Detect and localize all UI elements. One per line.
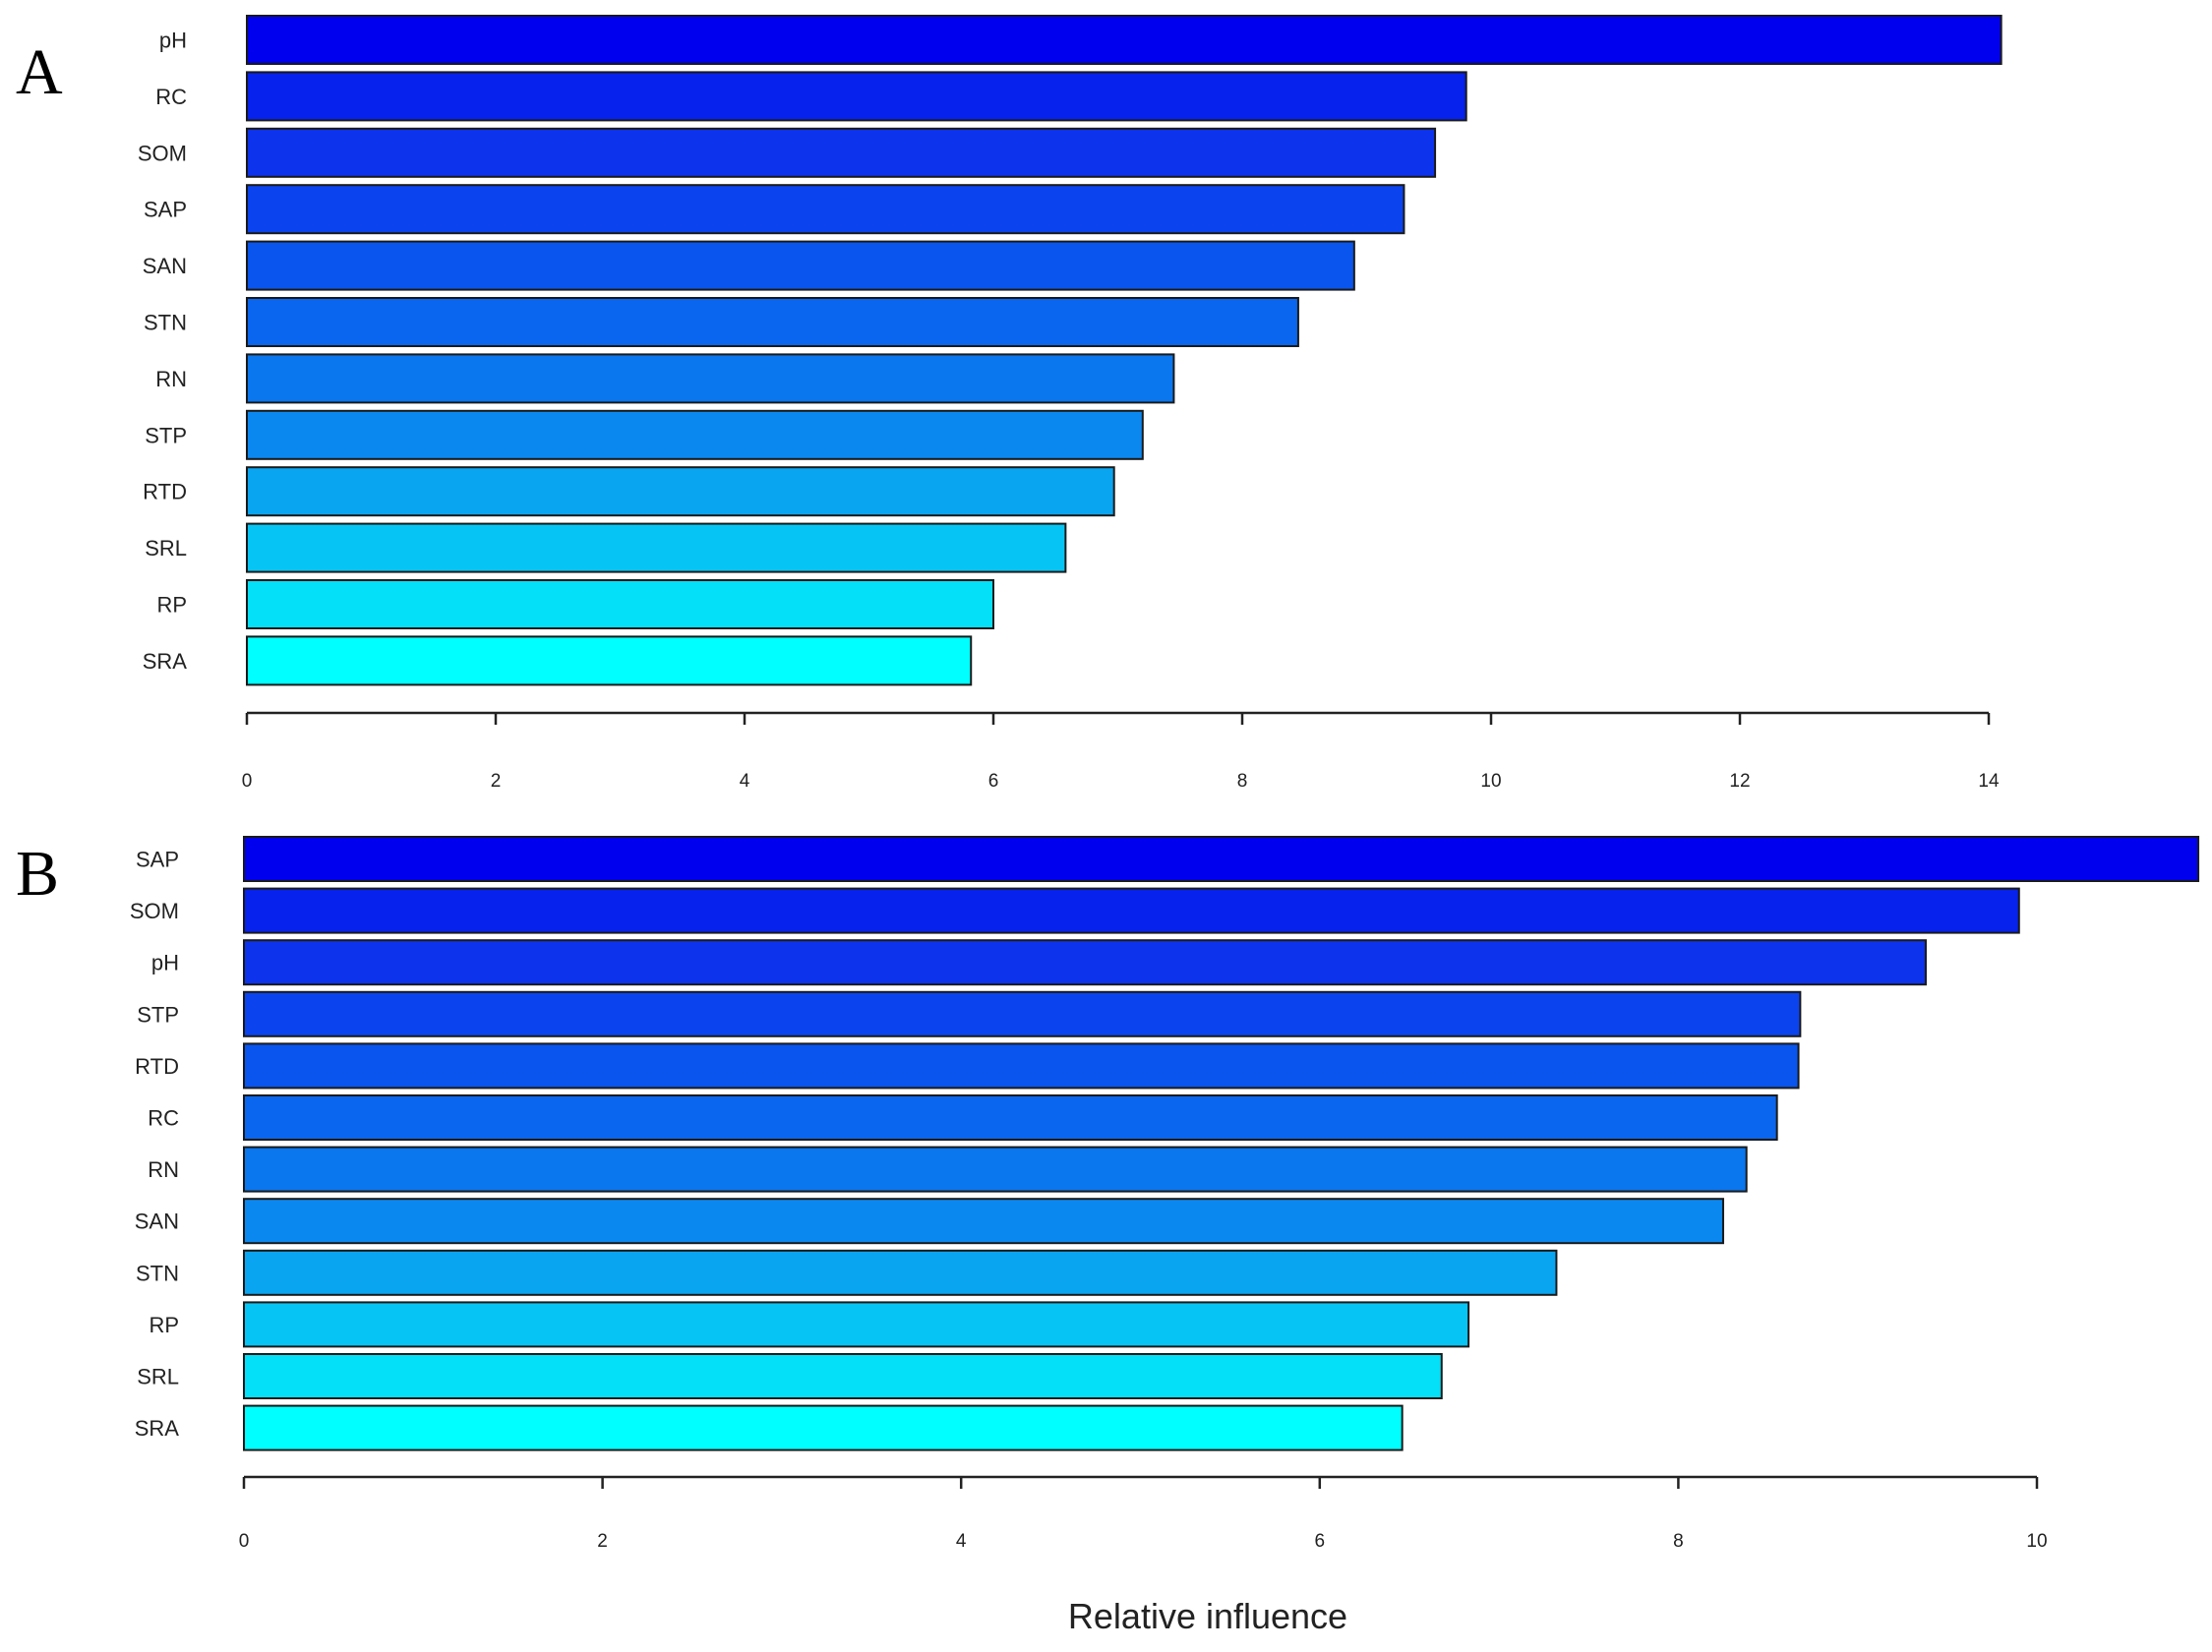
panel-a-category-label: STN [144, 311, 187, 335]
panel-b-category-label: RN [148, 1157, 179, 1182]
panel-a-x-tick-label: 8 [1237, 771, 1248, 792]
panel-a-category-label: SOM [138, 141, 187, 165]
panel-a-x-tick-label: 2 [491, 771, 502, 792]
panel-b-category-label: STN [136, 1261, 179, 1285]
panel-b-x-tick-label: 4 [956, 1531, 967, 1552]
panel-a-x-tick-label: 14 [1978, 771, 2000, 792]
panel-a-x-tick-label: 4 [740, 771, 750, 792]
panel-a-bar-rp [246, 579, 994, 629]
panel-b-category-label: RTD [135, 1054, 179, 1079]
panel-a-bar-sra [246, 635, 973, 686]
panel-b-bar-rtd [243, 1042, 1800, 1090]
panel-b-x-tick-label: 0 [239, 1531, 250, 1552]
panel-a-category-label: SRL [145, 536, 187, 560]
panel-b-bar-san [243, 1198, 1724, 1245]
panel-b-category-label: SOM [130, 899, 179, 923]
panel-a-category-label: SRA [143, 649, 188, 674]
panel-a-category-label: RN [155, 367, 187, 391]
panel-a-category-labels: pH RC SOM SAP SAN STN RN STP RTD SRL RP SRA [138, 29, 187, 674]
panel-b-category-label: RP [149, 1313, 179, 1337]
panel-a-bar-som [246, 127, 1437, 178]
panel-b-bar-stn [243, 1249, 1558, 1296]
panel-a-bar-rn [246, 353, 1175, 404]
panel-b-bar-rn [243, 1146, 1748, 1193]
x-axis-title: Relative influence [1068, 1596, 1347, 1636]
panel-b: B SAP SOM pH STP RTD RC RN SAN STN RP SRL SRA 0 2 4 6 8… [16, 836, 2200, 1636]
panel-a-category-label: SAP [144, 198, 187, 222]
panel-b-category-label: STP [137, 1002, 179, 1027]
panel-b-category-label: SAN [135, 1210, 179, 1234]
panel-b-x-tick-label: 10 [2026, 1531, 2047, 1552]
panel-a-category-label: RC [155, 85, 187, 109]
panel-a-category-label: STP [145, 423, 187, 447]
panel-a-bar-rtd [246, 466, 1115, 517]
panel-b-category-label: RC [148, 1106, 179, 1131]
panel-b-x-tick-label: 6 [1315, 1531, 1326, 1552]
panel-b-x-tick-label: 8 [1673, 1531, 1684, 1552]
panel-a: A pH RC SOM SAP SAN STN RN STP RTD SRL RP SRA 0 2 4 6 8… [16, 15, 2003, 792]
panel-a-category-label: RTD [143, 480, 187, 504]
panel-a-category-label: SAN [143, 254, 187, 278]
panel-b-bar-rc [243, 1094, 1778, 1141]
panel-a-bar-ph [246, 15, 2003, 65]
panel-a-x-ticks: 0 2 4 6 8 10 12 14 [242, 713, 2000, 792]
panel-a-category-label: pH [159, 29, 187, 53]
panel-b-bar-rp [243, 1301, 1470, 1348]
panel-a-letter: A [16, 36, 63, 108]
panel-a-x-tick-label: 6 [988, 771, 999, 792]
panel-b-bar-srl [243, 1353, 1443, 1399]
panel-b-bar-sap [243, 836, 2200, 882]
panel-a-bar-srl [246, 522, 1067, 573]
panel-a-bar-rc [246, 71, 1467, 122]
panel-b-category-label: SRA [135, 1416, 180, 1441]
panel-b-x-ticks: 0 2 4 6 8 10 [239, 1477, 2048, 1552]
panel-b-bar-sra [243, 1404, 1404, 1451]
panel-b-bar-ph [243, 939, 1927, 986]
panel-a-x-tick-label: 10 [1480, 771, 1501, 792]
panel-b-category-label: pH [151, 951, 179, 975]
panel-b-category-label: SAP [136, 848, 179, 872]
panel-a-x-tick-label: 12 [1729, 771, 1750, 792]
panel-a-bars [246, 15, 2003, 686]
panel-b-bar-stp [243, 990, 1802, 1037]
panel-b-category-label: SRL [137, 1365, 179, 1389]
panel-b-bars [243, 836, 2200, 1451]
panel-a-category-label: RP [156, 593, 187, 618]
panel-b-x-tick-label: 2 [597, 1531, 608, 1552]
panel-a-bar-sap [246, 184, 1405, 235]
panel-a-bar-san [246, 240, 1355, 291]
panel-a-bar-stp [246, 409, 1144, 460]
panel-b-bar-som [243, 887, 2020, 934]
panel-b-category-labels: SAP SOM pH STP RTD RC RN SAN STN RP SRL SRA [130, 848, 179, 1442]
panel-a-x-tick-label: 0 [242, 771, 253, 792]
panel-b-letter: B [16, 838, 59, 910]
panel-a-bar-stn [246, 297, 1299, 347]
